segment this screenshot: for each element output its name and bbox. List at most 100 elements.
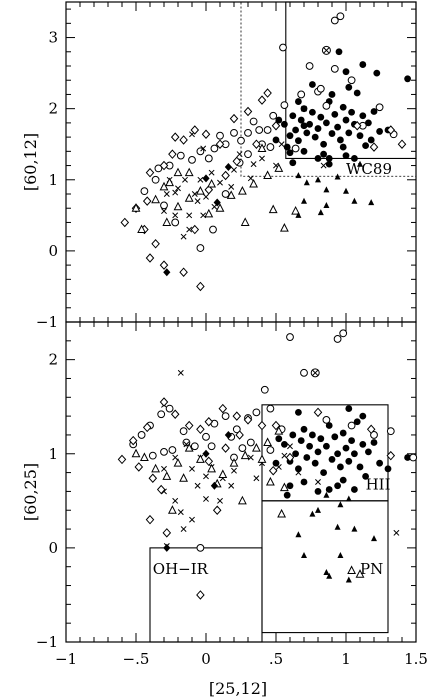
data-point-filled-triangle	[309, 510, 316, 517]
data-point-cross	[161, 465, 167, 472]
data-point-open-triangle	[347, 565, 357, 574]
data-point-open-diamond	[257, 420, 267, 431]
data-point-filled-diamond	[213, 198, 221, 207]
data-point-filled-diamond	[210, 481, 218, 490]
data-point-open-triangle	[274, 163, 284, 172]
data-point-filled-circle	[295, 98, 302, 105]
data-point-open-circle	[300, 368, 308, 377]
data-point-filled-circle	[376, 459, 383, 467]
data-point-cross	[177, 369, 184, 376]
data-point-cross	[189, 516, 195, 523]
data-point-filled-circle	[295, 465, 302, 473]
data-point-open-circle	[196, 543, 205, 552]
data-point-filled-circle	[384, 465, 392, 473]
data-point-open-diamond	[145, 514, 155, 525]
data-point-open-circle	[176, 151, 185, 160]
data-point-filled-diamond	[202, 449, 210, 458]
data-point-cross	[315, 479, 321, 485]
region-box	[240, 1, 417, 177]
data-point-open-circle	[168, 446, 177, 454]
data-point-open-circle	[266, 404, 275, 413]
data-point-filled-circle	[339, 103, 347, 111]
data-point-cross	[172, 189, 179, 196]
data-point-filled-circle	[342, 444, 350, 452]
data-point-cross	[182, 176, 188, 183]
x-axis-label: [25,12]	[209, 679, 267, 698]
data-point-cross	[194, 198, 201, 205]
data-point-open-triangle	[139, 452, 149, 462]
data-point-open-diamond	[252, 139, 261, 149]
data-point-open-diamond	[243, 106, 253, 117]
data-point-filled-circle	[295, 137, 302, 145]
data-point-filled-circle	[345, 83, 353, 91]
y-tick-label: −1	[36, 313, 58, 331]
data-point-filled-circle	[289, 431, 297, 439]
data-point-open-circle	[221, 190, 230, 198]
data-point-open-circle	[216, 131, 224, 140]
data-point-open-triangle	[204, 208, 214, 218]
data-point-filled-triangle	[337, 501, 344, 508]
data-point-open-triangle	[162, 471, 172, 480]
data-point-filled-circle	[334, 482, 341, 490]
data-point-open-triangle	[263, 437, 273, 446]
top-y-axis-label: [60,12]	[21, 133, 40, 191]
data-point-cross	[180, 526, 187, 533]
data-point-filled-circle	[272, 459, 280, 467]
bottom-y-axis-label: [60,25]	[21, 463, 40, 521]
data-point-open-triangle	[240, 450, 250, 460]
data-point-open-diamond	[204, 456, 214, 467]
data-point-filled-circle	[337, 463, 344, 471]
data-point-filled-circle	[309, 108, 316, 116]
data-point-filled-circle	[325, 160, 333, 168]
data-point-open-diamond	[221, 443, 230, 453]
data-point-filled-circle	[331, 433, 339, 441]
data-point-open-triangle	[237, 186, 247, 195]
data-point-open-circle	[179, 427, 188, 436]
data-point-cross	[161, 208, 167, 215]
data-point-cross	[231, 467, 237, 474]
data-point-open-circle	[137, 431, 146, 439]
data-point-cross	[186, 212, 193, 219]
data-point-filled-diamond	[163, 268, 171, 277]
data-point-filled-diamond	[202, 174, 210, 183]
data-point-filled-circle	[295, 408, 302, 416]
data-point-cross	[197, 176, 204, 183]
data-point-filled-circle	[283, 491, 291, 499]
data-point-filled-circle	[356, 463, 364, 471]
data-point-filled-circle	[359, 412, 367, 420]
data-point-open-circle	[157, 410, 166, 419]
data-point-filled-circle	[272, 136, 280, 144]
data-point-filled-circle	[303, 454, 311, 461]
data-point-filled-circle	[331, 110, 339, 118]
data-point-cross	[247, 175, 254, 182]
data-point-filled-circle	[300, 122, 308, 130]
data-point-filled-triangle	[345, 495, 352, 502]
data-point-open-diamond	[232, 156, 242, 167]
data-point-open-circle	[210, 144, 219, 153]
data-point-open-triangle	[279, 482, 289, 492]
data-point-open-circle	[230, 128, 238, 137]
data-point-filled-circle	[323, 442, 330, 450]
data-point-filled-circle	[314, 448, 322, 456]
data-point-open-diamond	[271, 420, 281, 431]
data-point-open-diamond	[386, 450, 396, 461]
data-point-open-diamond	[145, 167, 155, 178]
data-point-open-circle	[196, 244, 205, 252]
data-point-open-triangle	[277, 508, 287, 518]
data-point-cross	[208, 169, 215, 176]
data-point-open-diamond	[159, 260, 169, 270]
data-point-cross	[259, 155, 265, 162]
data-point-cross	[172, 454, 179, 461]
data-point-circle-cross	[310, 368, 320, 378]
data-point-filled-circle	[317, 435, 325, 443]
data-point-filled-circle	[337, 136, 344, 144]
data-point-filled-triangle	[295, 172, 302, 179]
data-point-open-circle	[246, 438, 255, 447]
data-point-cross	[203, 473, 209, 480]
data-point-open-triangle	[173, 201, 183, 211]
data-point-open-triangle	[274, 426, 284, 435]
data-point-open-circle	[347, 76, 356, 85]
data-point-cross	[217, 179, 223, 186]
data-point-filled-circle	[309, 81, 316, 88]
data-point-open-diamond	[151, 239, 160, 249]
